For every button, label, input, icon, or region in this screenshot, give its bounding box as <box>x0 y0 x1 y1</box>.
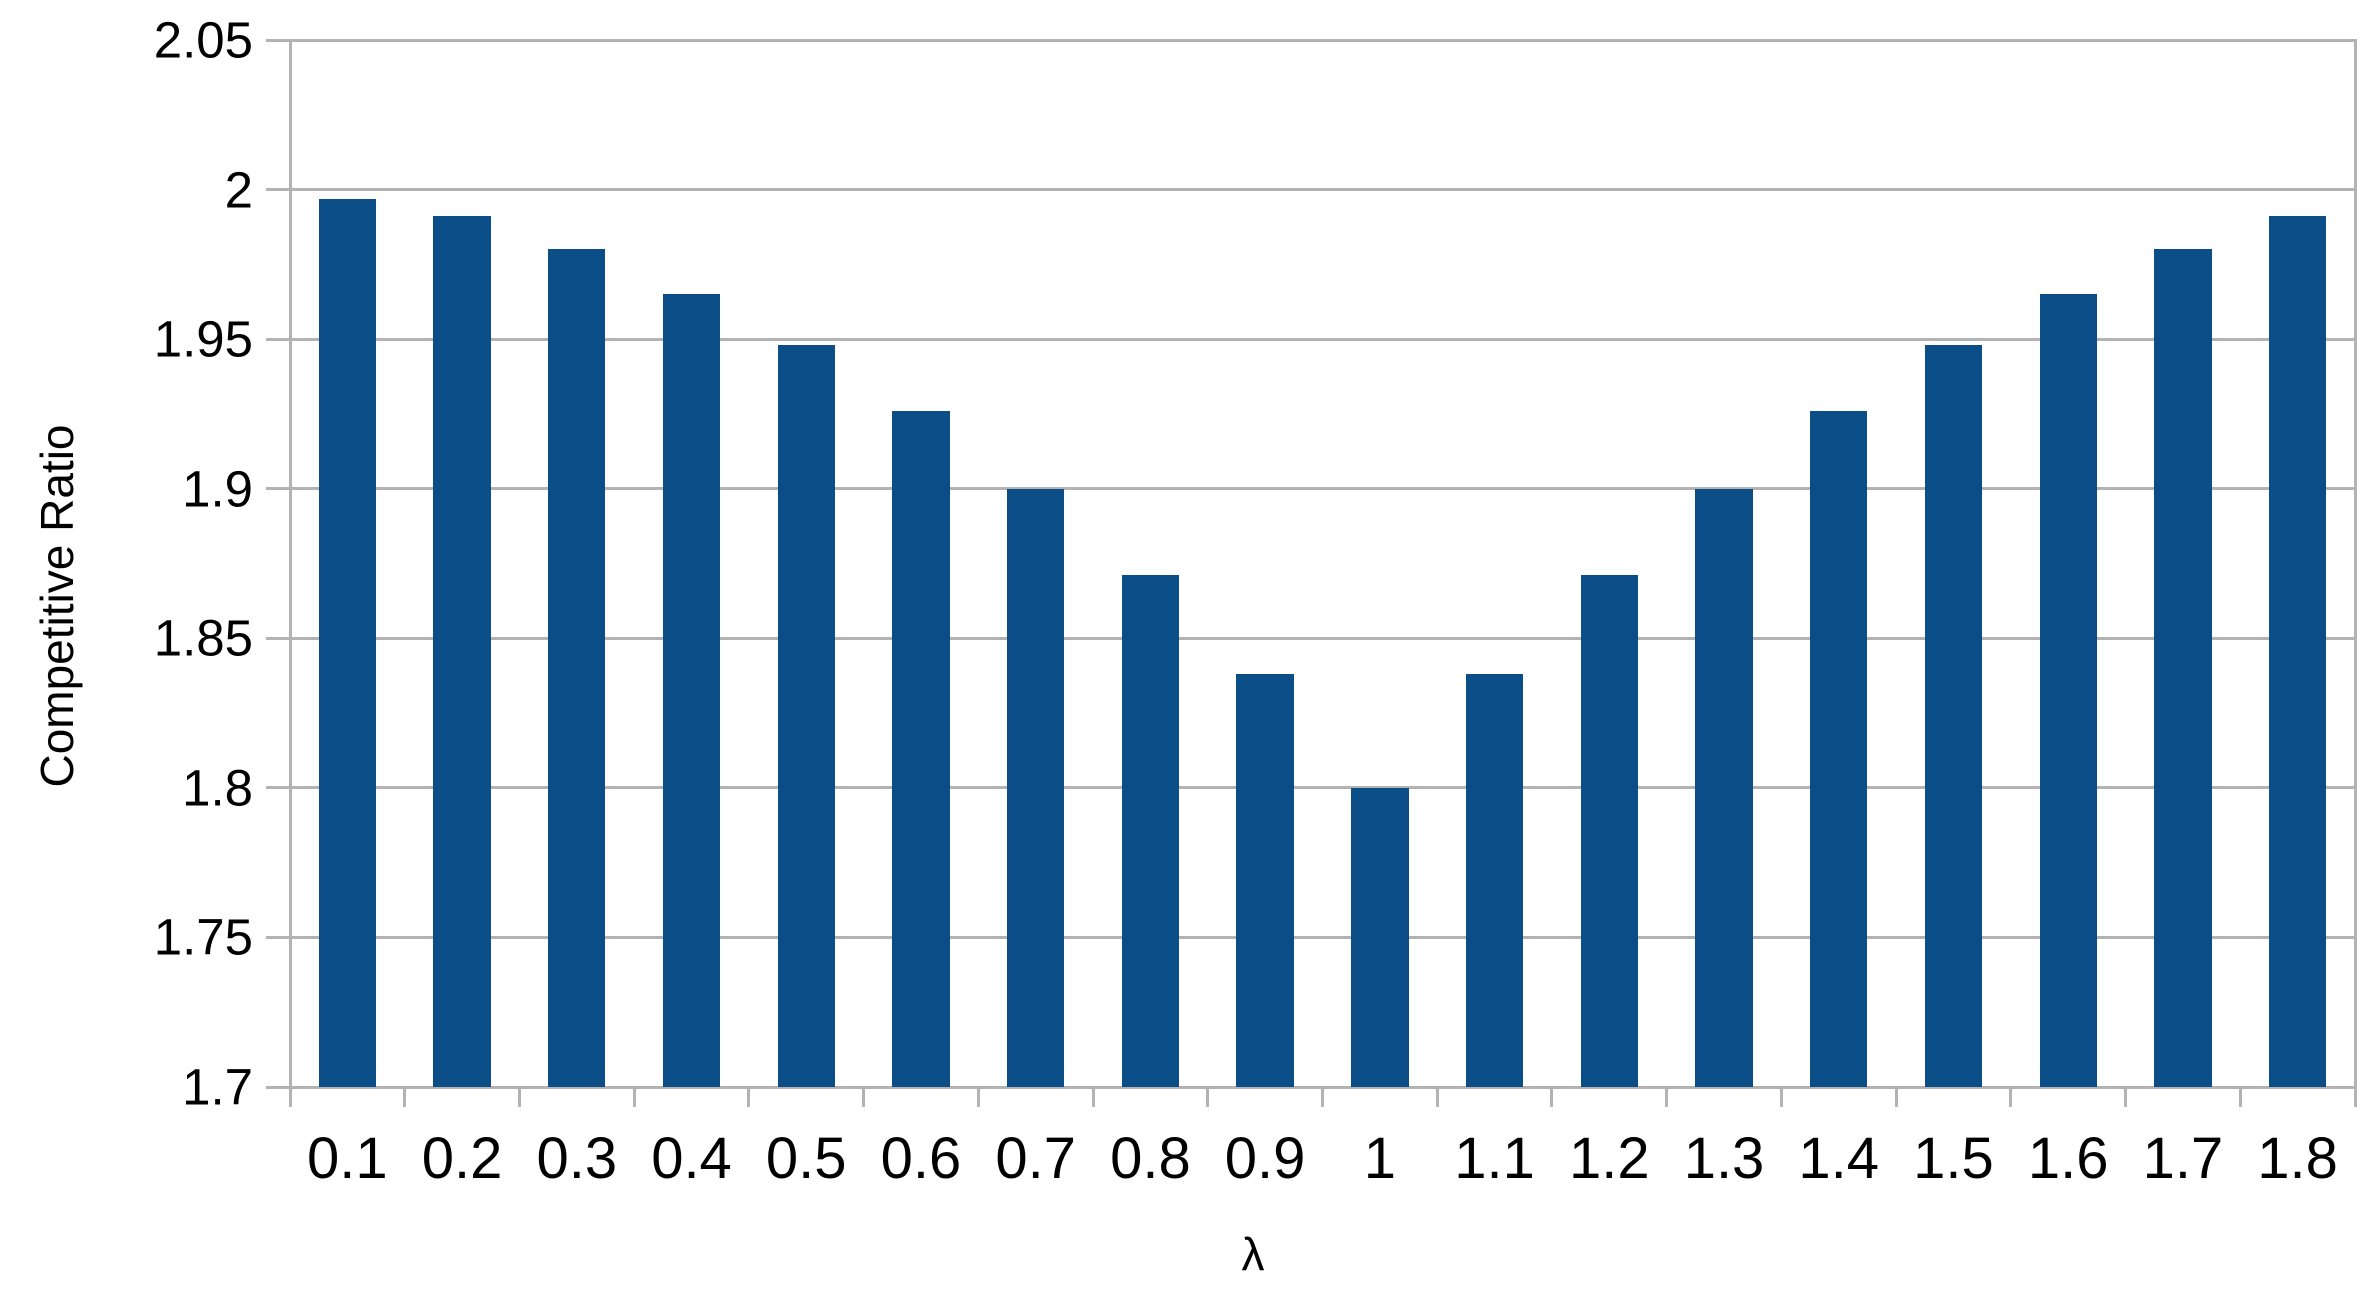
bar <box>1695 488 1753 1087</box>
y-tick-mark <box>266 636 290 640</box>
x-tick-mark <box>1435 1087 1439 1107</box>
x-tick-mark <box>632 1087 636 1107</box>
x-tick-mark <box>1894 1087 1898 1107</box>
plot-right-edge <box>2353 40 2357 1107</box>
x-tick-mark <box>2124 1087 2128 1107</box>
bar <box>1465 674 1524 1087</box>
x-tick-mark <box>1550 1087 1554 1107</box>
y-tick-mark <box>266 935 290 939</box>
y-tick-label: 1.75 <box>153 908 253 966</box>
x-tick-mark <box>2238 1087 2242 1107</box>
bar <box>1236 674 1294 1087</box>
y-tick-mark <box>266 38 290 42</box>
y-tick-mark <box>266 337 290 341</box>
y-gridline <box>290 188 2357 192</box>
y-gridline <box>290 935 2357 939</box>
x-tick-mark <box>1091 1087 1095 1107</box>
x-axis-title: λ <box>1241 1228 1265 1280</box>
y-axis-line <box>288 40 292 1107</box>
x-tick-label: 1.7 <box>2142 1126 2224 1191</box>
bar <box>2154 249 2212 1087</box>
y-gridline <box>290 487 2357 491</box>
bar <box>1810 410 1868 1087</box>
x-tick-label: 1.6 <box>2027 1126 2109 1191</box>
x-tick-label: 1.5 <box>1913 1126 1994 1191</box>
x-tick-mark <box>1321 1087 1324 1107</box>
x-tick-mark <box>2353 1087 2357 1107</box>
x-tick-mark <box>976 1087 980 1107</box>
bar <box>1351 787 1409 1087</box>
x-tick-mark <box>517 1087 521 1107</box>
bar <box>1580 575 1638 1087</box>
x-tick-mark <box>747 1087 751 1107</box>
bar <box>2268 216 2327 1087</box>
x-tick-label: 0.7 <box>995 1126 1076 1191</box>
x-tick-mark <box>288 1087 292 1107</box>
y-tick-label: 1.95 <box>153 310 253 368</box>
x-tick-label: 0.4 <box>651 1126 732 1191</box>
bar <box>662 294 721 1087</box>
x-tick-label: 0.2 <box>421 1126 503 1191</box>
y-tick-mark <box>266 786 290 790</box>
x-tick-mark <box>1779 1087 1783 1107</box>
bar <box>1924 345 1983 1087</box>
y-gridline <box>290 337 2357 341</box>
x-tick-label: 1.4 <box>1798 1126 1880 1191</box>
x-tick-label: 0.5 <box>765 1126 847 1191</box>
x-tick-mark <box>2009 1087 2013 1107</box>
x-tick-label: 1.8 <box>2257 1126 2338 1191</box>
x-tick-label: 0.9 <box>1224 1126 1306 1191</box>
y-tick-label: 2.05 <box>153 11 253 69</box>
y-tick-label: 1.85 <box>153 609 253 667</box>
x-tick-mark <box>1665 1087 1669 1107</box>
bar <box>433 216 491 1087</box>
y-tick-label: 1.7 <box>182 1058 253 1116</box>
bar <box>2039 294 2097 1087</box>
x-tick-label: 0.1 <box>307 1126 388 1191</box>
x-tick-label: 1 <box>1363 1126 1396 1191</box>
x-tick-mark <box>1206 1087 1210 1107</box>
bar <box>777 345 835 1087</box>
x-tick-label: 1.2 <box>1568 1126 1650 1191</box>
x-tick-mark <box>403 1087 407 1107</box>
y-tick-label: 2 <box>224 161 253 219</box>
y-gridline <box>290 636 2357 640</box>
bar <box>548 249 606 1087</box>
x-tick-label: 1.3 <box>1683 1126 1765 1191</box>
y-tick-mark <box>266 188 290 192</box>
bar <box>318 198 377 1087</box>
x-tick-label: 0.6 <box>880 1126 962 1191</box>
bar <box>1121 575 1180 1087</box>
y-tick-mark <box>266 1085 290 1089</box>
y-gridline <box>290 38 2357 42</box>
x-tick-label: 0.3 <box>536 1126 618 1191</box>
bar <box>1007 488 1065 1087</box>
x-tick-label: 1.1 <box>1454 1126 1535 1191</box>
x-tick-label: 0.8 <box>1110 1126 1191 1191</box>
y-tick-label: 1.9 <box>182 460 253 518</box>
bar <box>892 410 950 1087</box>
x-tick-mark <box>862 1087 866 1107</box>
y-tick-label: 1.8 <box>182 759 253 817</box>
y-tick-mark <box>266 487 290 491</box>
y-gridline <box>290 786 2357 790</box>
